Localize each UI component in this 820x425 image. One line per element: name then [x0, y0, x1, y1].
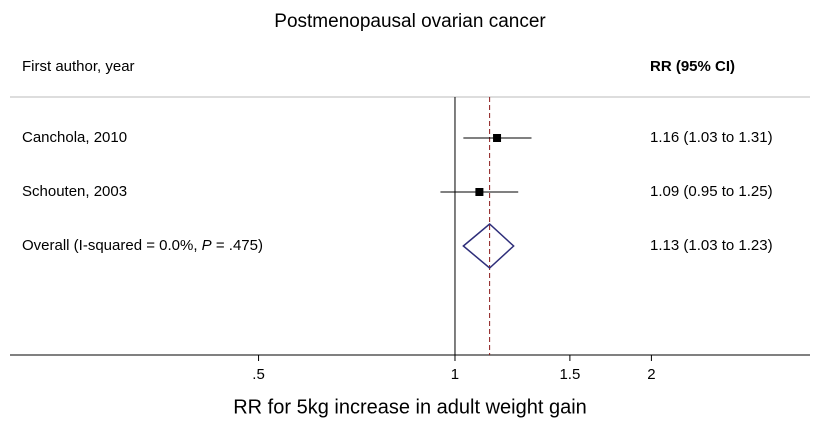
point-estimate [475, 188, 484, 196]
x-axis-label: RR for 5kg increase in adult weight gain [233, 396, 587, 418]
overall-label-part: Overall (I-squared = 0.0%, [22, 237, 202, 254]
column-header: RR (95% CI) [650, 58, 735, 75]
column-header: First author, year [22, 58, 135, 75]
chart-title: Postmenopausal ovarian cancer [274, 11, 546, 32]
study-label: Schouten, 2003 [22, 183, 127, 200]
overall-diamond [462, 223, 515, 269]
x-tick-label: .5 [252, 366, 265, 383]
value-label: 1.13 (1.03 to 1.23) [650, 237, 773, 254]
overall-label: Overall (I-squared = 0.0%, P = .475) [22, 237, 263, 254]
overall-label-part: = .475) [212, 237, 263, 254]
value-label: 1.09 (0.95 to 1.25) [650, 183, 773, 200]
point-estimate [493, 134, 502, 142]
overall-label-part: P [202, 237, 212, 254]
x-tick-label: 2 [647, 366, 655, 383]
study-label: Canchola, 2010 [22, 129, 127, 146]
x-tick-label: 1.5 [559, 366, 580, 383]
x-tick-label: 1 [451, 366, 459, 383]
value-label: 1.16 (1.03 to 1.31) [650, 129, 773, 146]
